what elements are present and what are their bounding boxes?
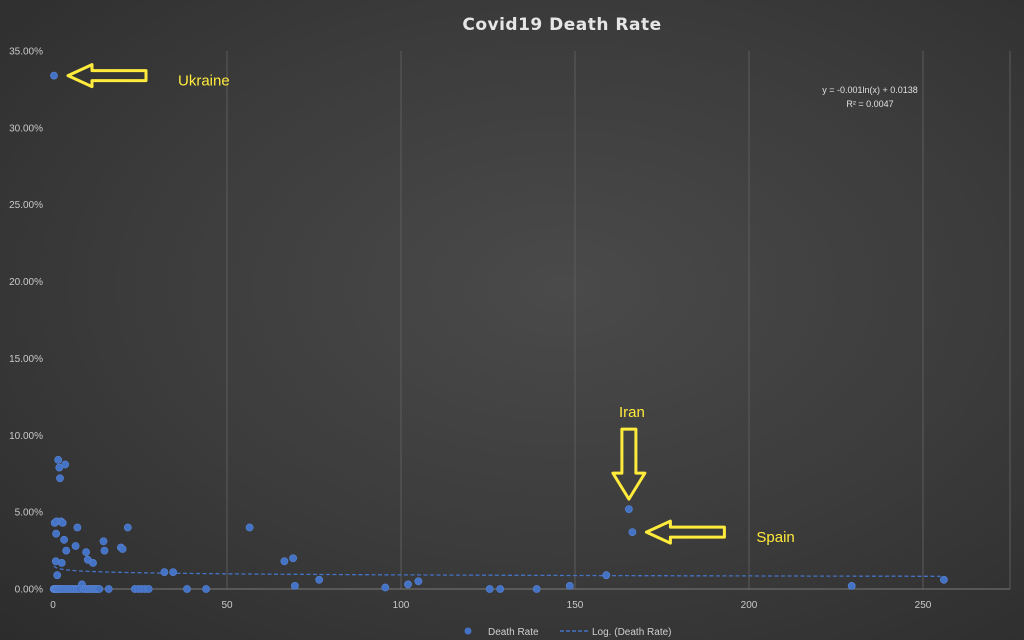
data-point <box>628 528 637 536</box>
data-point <box>50 71 58 80</box>
r-squared: R² = 0.0047 <box>846 99 893 109</box>
data-point <box>532 585 541 593</box>
annotation-arrow-ukraine <box>66 63 148 89</box>
data-point <box>290 582 299 590</box>
data-points <box>49 71 948 593</box>
data-point <box>381 583 390 592</box>
trendline-equation: y = -0.001ln(x) + 0.0138 <box>822 85 918 95</box>
y-tick-label: 35.00% <box>9 47 43 58</box>
legend-marker-death-rate <box>464 627 472 635</box>
data-point <box>245 523 254 532</box>
legend-label-trendline: Log. (Death Rate) <box>592 627 672 638</box>
data-point <box>847 582 856 590</box>
x-tick-label: 100 <box>393 600 410 611</box>
y-tick-label: 5.00% <box>15 508 43 519</box>
annotation-label-spain: Spain <box>756 529 794 546</box>
y-tick-label: 30.00% <box>9 123 43 134</box>
annotation-arrow-iran <box>611 427 647 501</box>
data-point <box>123 523 132 532</box>
y-tick-label: 20.00% <box>9 277 43 288</box>
data-point <box>58 519 67 527</box>
data-point <box>144 585 153 593</box>
y-tick-label: 10.00% <box>9 431 43 442</box>
data-point <box>485 585 494 593</box>
data-point <box>61 460 70 469</box>
annotation-label-ukraine: Ukraine <box>178 73 230 90</box>
grid <box>53 51 1011 590</box>
data-point <box>60 535 68 544</box>
x-tick-label: 50 <box>221 600 233 611</box>
x-axis-ticks: 0 50 100 150 200 250 <box>50 600 932 611</box>
y-tick-label: 0.00% <box>15 585 43 596</box>
data-point <box>99 537 108 546</box>
data-point <box>104 585 113 593</box>
chart-title: Covid19 Death Rate <box>462 15 661 35</box>
data-point <box>52 529 60 538</box>
legend: Death Rate Log. (Death Rate) <box>464 627 672 638</box>
data-point <box>82 548 90 556</box>
data-point <box>56 474 64 483</box>
data-point <box>565 582 574 590</box>
x-tick-label: 0 <box>50 600 56 611</box>
y-tick-label: 15.00% <box>9 354 43 365</box>
trendline-path <box>53 565 941 577</box>
data-point <box>57 559 66 567</box>
data-point <box>118 545 127 553</box>
data-point <box>289 554 297 563</box>
trendline <box>53 565 941 577</box>
x-tick-label: 200 <box>741 600 758 611</box>
y-tick-label: 25.00% <box>9 200 43 211</box>
x-tick-label: 250 <box>915 600 932 611</box>
x-tick-label: 150 <box>567 600 584 611</box>
data-point <box>414 577 423 586</box>
annotations: Ukraine Iran Spain <box>66 63 795 546</box>
legend-label-death-rate: Death Rate <box>488 627 539 638</box>
data-point <box>602 571 611 580</box>
annotation-label-iran: Iran <box>619 404 645 421</box>
annotation-arrow-spain <box>644 519 726 545</box>
data-point <box>53 571 62 580</box>
data-point <box>89 559 97 567</box>
data-point <box>54 455 63 464</box>
data-point <box>71 542 80 550</box>
data-point <box>95 585 104 593</box>
y-axis-ticks: 0.00% 5.00% 10.00% 15.00% 20.00% 25.00% 30.00%… <box>9 47 43 596</box>
data-point <box>62 546 71 555</box>
data-point <box>625 505 633 513</box>
data-point <box>183 585 191 593</box>
data-point <box>496 585 505 593</box>
data-point <box>940 575 948 584</box>
data-point <box>100 546 109 555</box>
data-point <box>202 585 210 593</box>
data-point <box>315 575 324 584</box>
data-point <box>169 568 177 576</box>
data-point <box>404 580 412 589</box>
data-point <box>160 568 169 576</box>
data-point <box>280 557 289 566</box>
data-point <box>73 523 82 532</box>
